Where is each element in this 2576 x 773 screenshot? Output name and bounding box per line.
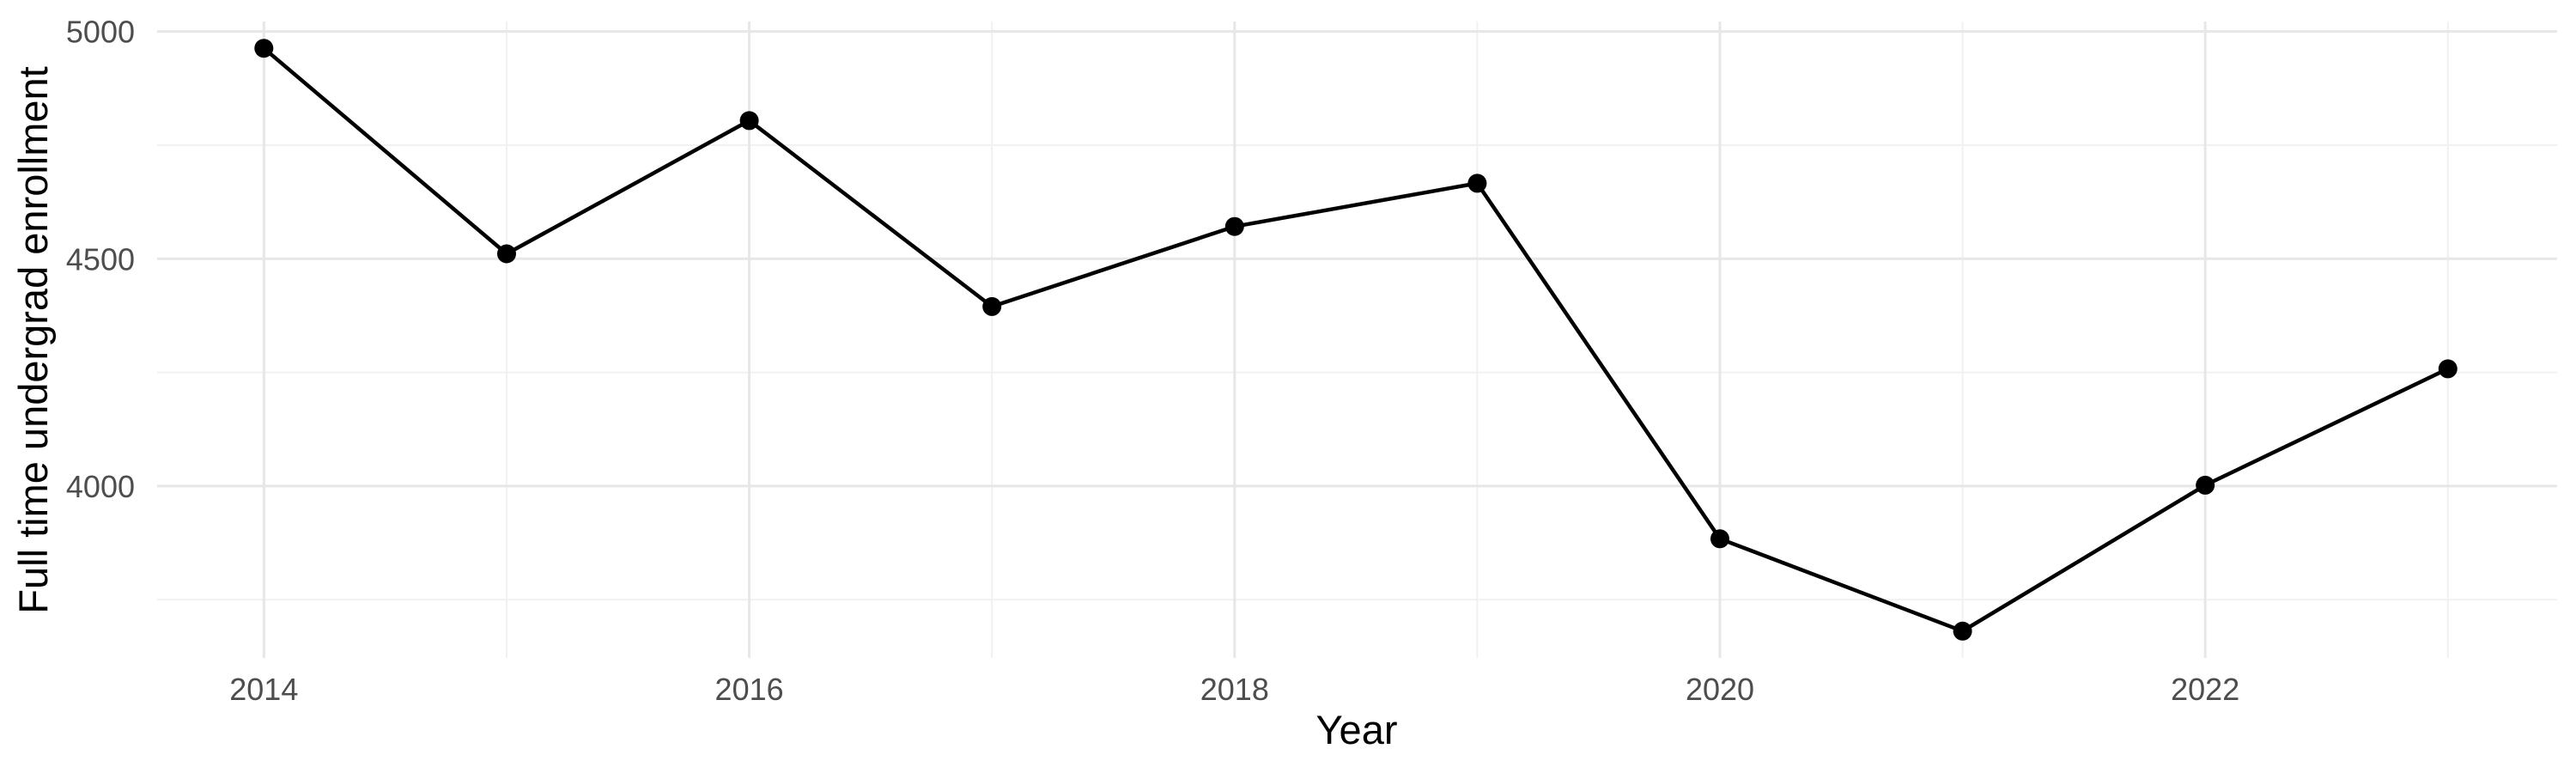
major-gridlines [157, 21, 2557, 658]
y-tick-label-4000: 4000 [66, 469, 135, 504]
data-point-2017 [982, 296, 1002, 316]
x-axis-title: Year [1316, 707, 1398, 752]
x-tick-label-2020: 2020 [1686, 672, 1754, 707]
enrollment-data-points [254, 39, 2458, 641]
x-tick-label-2014: 2014 [229, 672, 298, 707]
data-point-2021 [1953, 621, 1972, 641]
data-point-2022 [2196, 475, 2215, 495]
data-point-2014 [254, 39, 274, 58]
data-point-2023 [2438, 359, 2458, 379]
y-tick-label-4500: 4500 [66, 241, 135, 277]
x-tick-label-2018: 2018 [1200, 672, 1269, 707]
data-point-2016 [739, 111, 759, 131]
x-tick-label-2022: 2022 [2171, 672, 2239, 707]
y-axis-tick-labels: 4000 4500 5000 [66, 15, 135, 504]
y-axis-title: Full time undergrad enrollment [10, 66, 56, 613]
data-point-2018 [1224, 216, 1244, 236]
data-point-2020 [1710, 529, 1729, 549]
y-tick-label-5000: 5000 [66, 15, 135, 50]
x-tick-label-2016: 2016 [715, 672, 784, 707]
x-axis-tick-labels: 2014 2016 2018 2020 2022 [229, 672, 2239, 707]
minor-gridlines [157, 21, 2557, 658]
data-point-2015 [497, 244, 516, 264]
enrollment-series-line [262, 46, 2451, 634]
data-point-2019 [1467, 173, 1487, 193]
